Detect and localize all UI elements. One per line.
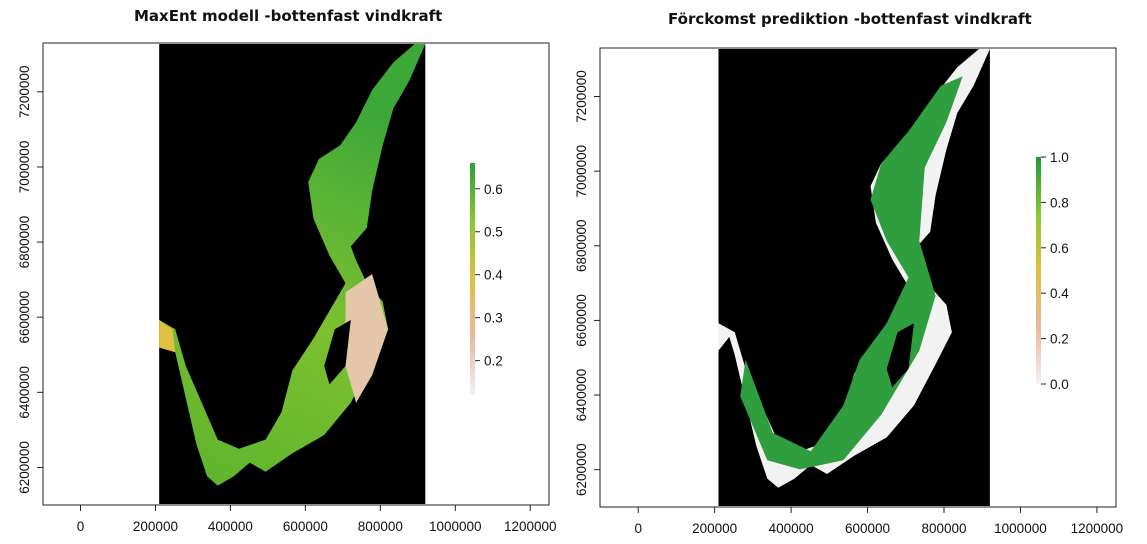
plot-frame-1 [599, 47, 1117, 508]
legend-tick-label-1-4: 0.8 [1050, 195, 1069, 210]
y-tick-label-1-5: 7200000 [574, 70, 589, 123]
x-tick-label-0-2: 400000 [208, 519, 253, 534]
legend-tick-label-0-3: 0.5 [484, 225, 503, 240]
y-tick-label-0-2: 6600000 [17, 291, 32, 344]
chart-title-right: Förckomst prediktion -bottenfast vindkra… [668, 10, 1032, 28]
island-0 [324, 320, 351, 385]
low-suitability-0 [345, 274, 389, 403]
x-tick-label-1-0: 0 [634, 521, 642, 536]
y-tick-label-1-1: 6400000 [574, 369, 589, 422]
legend-tick-label-1-5: 1.0 [1050, 150, 1069, 165]
legend-colorbar-1 [1036, 157, 1041, 384]
y-tick-label-0-1: 6400000 [17, 366, 32, 419]
legend-tick-label-1-1: 0.2 [1050, 332, 1069, 347]
legend-tick-label-0-2: 0.4 [484, 268, 503, 283]
legend-tick-label-1-2: 0.4 [1050, 286, 1069, 301]
predicted-presence-1 [740, 76, 963, 470]
legend-tick-label-1-3: 0.6 [1050, 241, 1069, 256]
y-tick-label-0-5: 7200000 [17, 66, 32, 119]
y-tick-label-0-4: 7000000 [17, 141, 32, 194]
x-tick-label-1-5: 1000000 [994, 521, 1047, 536]
legend-tick-label-0-0: 0.2 [484, 354, 503, 369]
y-tick-label-1-2: 6600000 [574, 294, 589, 347]
legend-colorbar-0 [470, 163, 475, 395]
legend-tick-label-0-4: 0.6 [484, 182, 503, 197]
legend-tick-label-1-0: 0.0 [1050, 377, 1069, 392]
x-tick-label-0-3: 600000 [283, 519, 328, 534]
y-tick-label-1-0: 6200000 [574, 443, 589, 496]
y-tick-label-0-3: 6800000 [17, 216, 32, 269]
x-tick-label-1-4: 800000 [921, 521, 966, 536]
x-tick-label-1-6: 1200000 [1071, 521, 1124, 536]
x-tick-label-0-6: 1200000 [504, 519, 557, 534]
chart-title-left: MaxEnt modell -bottenfast vindkraft [134, 7, 443, 25]
legend-tick-label-0-1: 0.3 [484, 311, 503, 326]
y-tick-label-1-3: 6800000 [574, 219, 589, 272]
x-tick-label-1-3: 600000 [845, 521, 890, 536]
x-tick-label-1-1: 200000 [692, 521, 737, 536]
x-tick-label-0-4: 800000 [358, 519, 403, 534]
x-tick-label-0-0: 0 [77, 519, 85, 534]
x-tick-label-0-1: 200000 [133, 519, 178, 534]
y-tick-label-0-0: 6200000 [17, 441, 32, 494]
x-tick-label-1-2: 400000 [769, 521, 814, 536]
island-1 [886, 323, 914, 388]
x-tick-label-0-5: 1000000 [429, 519, 482, 534]
mid-suitability-0 [159, 320, 176, 353]
plot-frame-0 [42, 42, 550, 506]
y-tick-label-1-4: 7000000 [574, 145, 589, 198]
